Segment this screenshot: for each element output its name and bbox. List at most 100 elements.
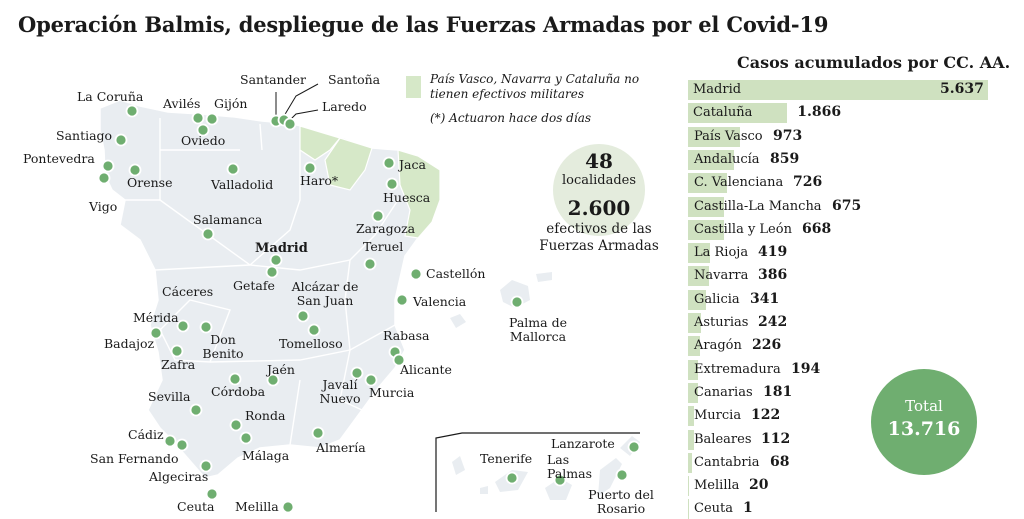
total-label: Total <box>905 397 943 415</box>
bar <box>688 452 692 473</box>
dot-oviedo <box>196 123 210 137</box>
city-label-orense: Orense <box>127 175 173 190</box>
bar-category-label: Castilla-La Mancha <box>694 198 822 214</box>
fuerteventura-island <box>598 458 622 496</box>
city-label-cordoba: Córdoba <box>211 384 266 399</box>
city-label-las-palmas: Las Palmas <box>547 452 593 481</box>
bar-category-label: C. Valenciana <box>694 175 784 191</box>
bar-category-label: Castilla y León <box>694 221 792 237</box>
dot-alicante <box>392 353 406 367</box>
dot-merida <box>149 326 163 340</box>
bar-value-label: 226 <box>752 337 782 354</box>
bar-category-label: País Vasco <box>694 128 763 144</box>
dot-santiago <box>114 133 128 147</box>
bar-value-label: 242 <box>758 314 788 330</box>
dot-san-fernando <box>175 438 189 452</box>
dot-castellon <box>409 267 423 281</box>
dot-malaga <box>239 431 253 445</box>
bar-value-label: 973 <box>773 127 803 144</box>
bar-category-label: Andalucía <box>694 151 760 167</box>
bar-value-label: 341 <box>750 290 780 307</box>
total-value: 13.716 <box>887 418 961 440</box>
bar-row: C. Valenciana 726 <box>688 173 998 194</box>
bar <box>688 382 698 403</box>
city-label-teruel: Teruel <box>363 239 404 254</box>
dot-caceres <box>176 319 190 333</box>
bar <box>688 103 788 124</box>
dot-cadiz <box>163 434 177 448</box>
dot-huesca <box>385 177 399 191</box>
page-title: Operación Balmis, despliegue de las Fuer… <box>18 12 829 37</box>
bar-row: Navarra 386 <box>688 266 998 287</box>
bar <box>688 196 724 217</box>
bar-row: Asturias 242 <box>688 313 998 333</box>
bar <box>688 219 724 240</box>
dot-ronda <box>229 418 243 432</box>
dot-vigo <box>97 171 111 185</box>
city-label-javali: Javalí Nuevo <box>319 377 361 406</box>
bar-category-label: Navarra <box>694 268 749 284</box>
bar <box>688 149 734 170</box>
dot-alcazar <box>296 309 310 323</box>
city-label-santiago: Santiago <box>56 128 113 143</box>
city-label-tenerife: Tenerife <box>480 451 533 466</box>
navarra-region <box>324 137 373 191</box>
bar <box>688 499 689 519</box>
bar-row: Castilla-La Mancha 675 <box>688 196 998 217</box>
bar-category-label: Extremadura <box>694 361 781 377</box>
bar-category-label: Cataluña <box>693 105 753 121</box>
dot-gijon <box>205 112 219 126</box>
city-label-castellon: Castellón <box>426 266 486 281</box>
city-label-huesca: Huesca <box>383 190 431 205</box>
bar-category-label: Baleares <box>694 431 752 447</box>
bar-category-label: La Rioja <box>694 245 749 261</box>
bar-row: Aragón 226 <box>688 336 998 357</box>
bar-category-label: Galicia <box>694 291 740 307</box>
city-label-gijon: Gijón <box>214 96 248 111</box>
city-label-valencia: Valencia <box>413 294 467 309</box>
city-label-santona: Santoña <box>328 72 381 87</box>
city-label-jaca: Jaca <box>399 157 426 172</box>
dot-teruel <box>363 257 377 271</box>
city-label-madrid: Madrid <box>255 241 308 256</box>
city-label-palma: Palma de Mallorca <box>509 315 567 344</box>
city-label-aviles: Avilés <box>163 96 201 111</box>
bar <box>688 359 699 380</box>
bar-value-label: 668 <box>802 220 832 237</box>
bar-value-label: 1.866 <box>797 104 842 121</box>
dot-javali <box>350 366 364 380</box>
city-label-badajoz: Badajoz <box>104 336 155 351</box>
bar-row: Ceuta 1 <box>688 499 998 519</box>
bar-row: Madrid 5.637 <box>688 80 998 100</box>
stat-troops-value: 2.600 <box>567 196 631 220</box>
gomera-island <box>480 486 488 494</box>
dot-orense <box>128 163 142 177</box>
city-label-santander: Santander <box>240 72 306 87</box>
stat-localities-value: 48 <box>585 149 613 173</box>
bar-value-label: 194 <box>791 360 821 377</box>
dot-jaca <box>382 156 396 170</box>
bar-row: Extremadura 194 <box>688 359 998 380</box>
chart-title: Casos acumulados por CC. AA. <box>737 53 1011 72</box>
dot-melilla <box>281 500 295 512</box>
stats-circle <box>553 144 645 236</box>
city-label-vigo: Vigo <box>89 199 118 214</box>
city-label-ceuta: Ceuta <box>177 499 215 514</box>
city-label-getafe: Getafe <box>233 278 275 293</box>
menorca-island <box>536 272 552 282</box>
city-label-lanzarote: Lanzarote <box>551 436 615 451</box>
bar-row: País Vasco 973 <box>688 126 998 147</box>
bar-category-label: Canarias <box>694 384 753 400</box>
city-label-sevilla: Sevilla <box>148 389 191 404</box>
legend-excluded-text: País Vasco, Navarra y Cataluña no tienen… <box>430 72 640 101</box>
bar-value-label: 68 <box>770 453 790 470</box>
city-label-zafra: Zafra <box>161 357 196 372</box>
bar-row: Cataluña 1.866 <box>688 103 998 124</box>
bar <box>688 80 988 100</box>
bar <box>688 313 701 333</box>
dot-ceuta <box>205 487 219 501</box>
city-label-murcia: Murcia <box>369 385 415 400</box>
bar-value-label: 181 <box>763 383 793 400</box>
bar-category-label: Murcia <box>694 408 742 424</box>
city-label-merida: Mérida <box>133 310 179 325</box>
